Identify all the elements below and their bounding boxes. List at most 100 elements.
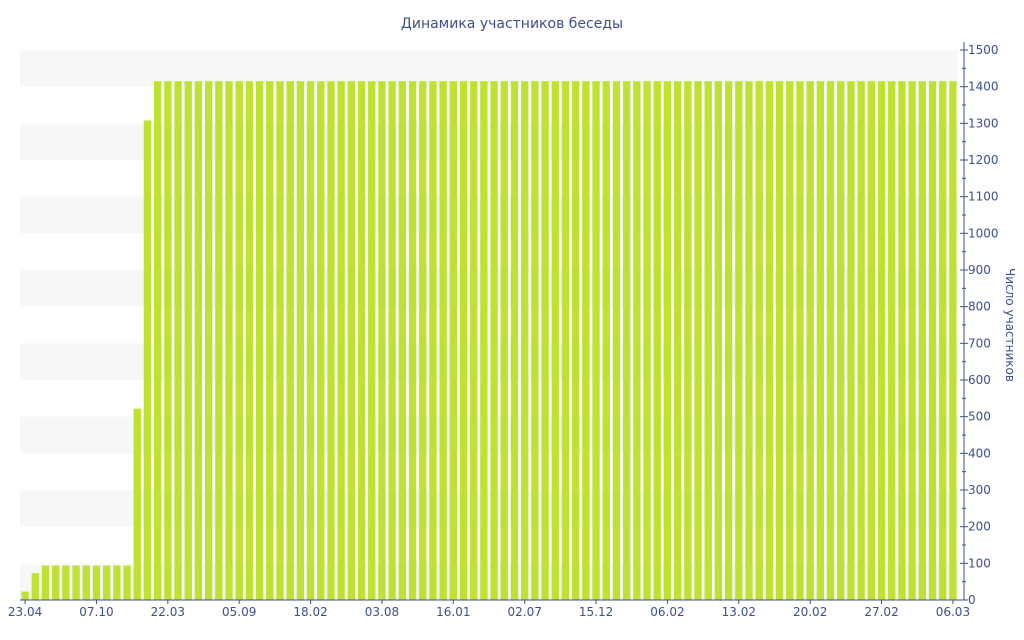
bar[interactable]	[470, 81, 478, 600]
bar[interactable]	[378, 81, 386, 600]
bar[interactable]	[643, 81, 651, 600]
bar[interactable]	[174, 81, 182, 600]
bar[interactable]	[592, 81, 600, 600]
bar[interactable]	[612, 81, 621, 600]
bar[interactable]	[439, 81, 447, 600]
bar[interactable]	[153, 81, 162, 600]
bar[interactable]	[215, 81, 223, 600]
bar[interactable]	[928, 81, 937, 600]
bar[interactable]	[296, 81, 305, 600]
bar[interactable]	[714, 81, 723, 600]
bar[interactable]	[408, 81, 417, 600]
bar[interactable]	[317, 81, 325, 600]
bar[interactable]	[480, 81, 488, 600]
bar[interactable]	[337, 81, 345, 600]
bar[interactable]	[877, 81, 886, 600]
bar[interactable]	[449, 81, 457, 600]
bar[interactable]	[888, 81, 896, 600]
bar[interactable]	[398, 81, 407, 600]
bar[interactable]	[541, 81, 549, 600]
bar[interactable]	[561, 81, 570, 600]
bar[interactable]	[755, 81, 763, 600]
bar[interactable]	[694, 81, 702, 600]
bar[interactable]	[633, 81, 641, 600]
bar[interactable]	[123, 565, 131, 600]
bar[interactable]	[245, 81, 254, 600]
bar[interactable]	[459, 81, 468, 600]
bar[interactable]	[204, 81, 213, 600]
bar[interactable]	[164, 81, 172, 600]
bar[interactable]	[786, 81, 794, 600]
bar[interactable]	[133, 408, 141, 600]
bar[interactable]	[918, 81, 926, 600]
bar[interactable]	[388, 81, 396, 600]
x-tick-label: 15.12	[579, 605, 613, 619]
y-tick-label: 100	[968, 556, 991, 570]
bar[interactable]	[357, 81, 366, 600]
bar[interactable]	[663, 81, 672, 600]
bar[interactable]	[194, 81, 203, 600]
bar[interactable]	[602, 81, 610, 600]
bar[interactable]	[653, 81, 661, 600]
bar[interactable]	[266, 81, 274, 600]
bar[interactable]	[704, 81, 712, 600]
bar[interactable]	[816, 81, 825, 600]
bar[interactable]	[255, 81, 264, 600]
bar[interactable]	[939, 81, 947, 600]
bar[interactable]	[235, 81, 243, 600]
bar[interactable]	[551, 81, 559, 600]
bar[interactable]	[102, 565, 111, 600]
bar[interactable]	[62, 565, 70, 600]
bar[interactable]	[225, 81, 233, 600]
y-tick-label: 1100	[968, 190, 999, 204]
bar[interactable]	[806, 81, 814, 600]
bar[interactable]	[847, 81, 855, 600]
bar[interactable]	[745, 81, 753, 600]
bar[interactable]	[765, 81, 774, 600]
x-tick-label: 27.02	[864, 605, 898, 619]
bar[interactable]	[684, 81, 692, 600]
bar[interactable]	[429, 81, 437, 600]
bar[interactable]	[521, 81, 529, 600]
bar[interactable]	[368, 81, 376, 600]
bar[interactable]	[857, 81, 865, 600]
bar[interactable]	[500, 81, 508, 600]
bar[interactable]	[113, 565, 121, 600]
bar[interactable]	[41, 565, 50, 600]
bar[interactable]	[184, 81, 192, 600]
bar[interactable]	[143, 120, 152, 601]
bar[interactable]	[775, 81, 784, 600]
bar[interactable]	[908, 81, 916, 600]
bar[interactable]	[622, 81, 631, 600]
x-tick-label: 07.10	[79, 605, 113, 619]
bar[interactable]	[796, 81, 804, 600]
bar[interactable]	[72, 565, 80, 600]
bar[interactable]	[898, 81, 906, 600]
bar[interactable]	[867, 81, 876, 600]
x-tick-label: 16.01	[436, 605, 470, 619]
bar[interactable]	[286, 81, 294, 600]
bar[interactable]	[327, 81, 335, 600]
bar[interactable]	[510, 81, 519, 600]
bar[interactable]	[31, 573, 39, 600]
bar[interactable]	[347, 81, 356, 600]
bar[interactable]	[571, 81, 580, 600]
bar[interactable]	[724, 81, 733, 600]
bar[interactable]	[276, 81, 284, 600]
bar[interactable]	[21, 591, 29, 600]
bar[interactable]	[673, 81, 682, 600]
bar[interactable]	[735, 81, 743, 600]
y-tick-label: 500	[968, 410, 991, 424]
bar[interactable]	[949, 81, 957, 600]
bar[interactable]	[531, 81, 539, 600]
bar[interactable]	[419, 81, 427, 600]
bar[interactable]	[837, 81, 845, 600]
bar[interactable]	[826, 81, 835, 600]
bar[interactable]	[82, 565, 90, 600]
bar[interactable]	[306, 81, 315, 600]
bar[interactable]	[490, 81, 498, 600]
bar[interactable]	[582, 81, 590, 600]
x-tick-label: 05.09	[222, 605, 256, 619]
bar[interactable]	[52, 565, 60, 600]
bar[interactable]	[92, 565, 101, 600]
